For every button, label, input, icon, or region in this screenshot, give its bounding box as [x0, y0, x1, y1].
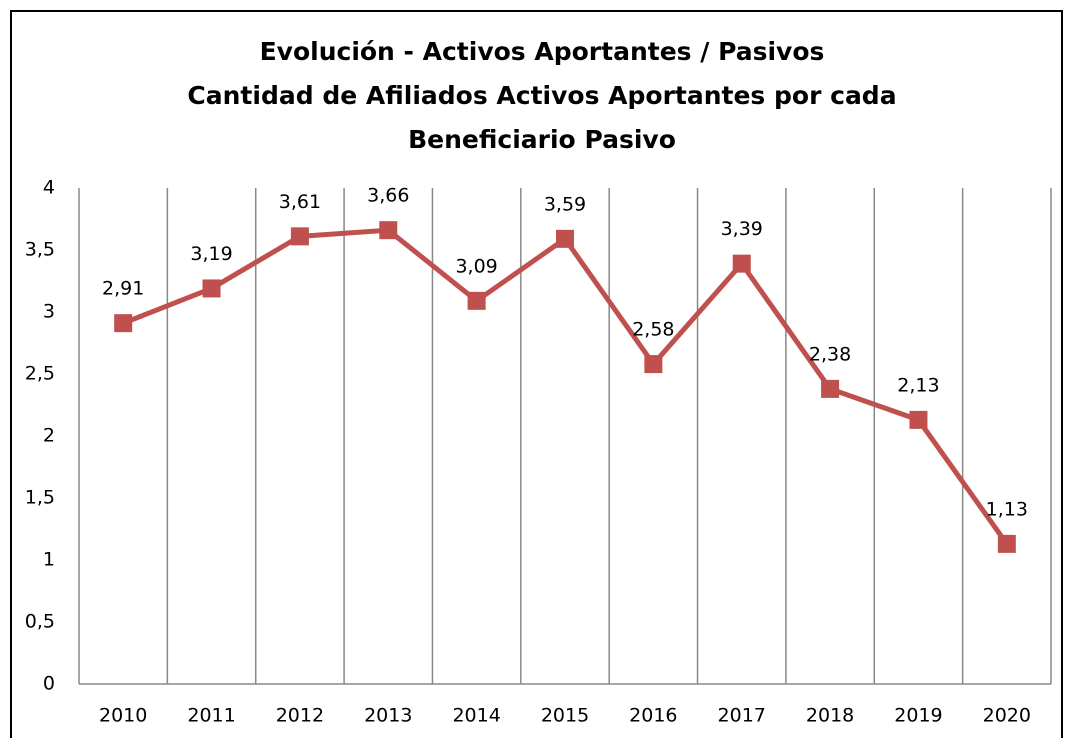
- x-tick-label: 2013: [364, 705, 412, 727]
- data-point: [732, 254, 751, 273]
- x-tick-label: 2014: [452, 705, 500, 727]
- data-point: [114, 314, 133, 333]
- data-point: [997, 534, 1016, 553]
- data-point: [290, 227, 309, 246]
- y-tick-label: 4: [43, 177, 55, 199]
- x-tick-label: 2020: [983, 705, 1031, 727]
- data-label: 3,59: [544, 193, 586, 215]
- x-tick-label: 2016: [629, 705, 677, 727]
- y-tick-label: 2,5: [25, 363, 55, 385]
- data-point: [467, 291, 486, 310]
- x-tick-label: 2019: [894, 705, 942, 727]
- y-tick-label: 2: [43, 425, 55, 447]
- data-label: 3,66: [367, 185, 409, 207]
- x-tick-label: 2012: [276, 705, 324, 727]
- data-label: 1,13: [986, 498, 1028, 520]
- data-point: [379, 221, 398, 240]
- data-point: [556, 229, 574, 248]
- y-tick-label: 1: [43, 549, 55, 571]
- data-point: [821, 379, 840, 398]
- chart-title: Beneficiario Pasivo: [408, 125, 676, 154]
- data-point: [644, 355, 663, 374]
- data-label: 3,19: [190, 243, 232, 265]
- y-tick-label: 1,5: [25, 487, 55, 509]
- y-tick-label: 0: [43, 673, 55, 695]
- data-label: 3,61: [279, 191, 321, 213]
- data-label: 3,39: [721, 218, 763, 240]
- y-tick-label: 3,5: [25, 239, 55, 261]
- y-tick-label: 0,5: [25, 611, 55, 633]
- x-tick-label: 2010: [99, 705, 147, 727]
- data-label: 2,38: [809, 343, 851, 365]
- chart-border: [10, 10, 1063, 738]
- data-point: [202, 279, 221, 298]
- y-tick-label: 3: [43, 301, 55, 323]
- data-label: 2,91: [102, 278, 144, 300]
- x-tick-label: 2011: [187, 705, 235, 727]
- x-tick-label: 2017: [718, 705, 766, 727]
- x-tick-label: 2015: [541, 705, 589, 727]
- chart-title: Cantidad de Afiliados Activos Aportantes…: [187, 81, 896, 110]
- data-label: 2,13: [897, 374, 939, 396]
- x-tick-label: 2018: [806, 705, 854, 727]
- data-point: [909, 410, 928, 429]
- data-label: 3,09: [455, 255, 497, 277]
- chart-title: Evolución - Activos Aportantes / Pasivos: [260, 37, 825, 66]
- data-label: 2,58: [632, 319, 674, 341]
